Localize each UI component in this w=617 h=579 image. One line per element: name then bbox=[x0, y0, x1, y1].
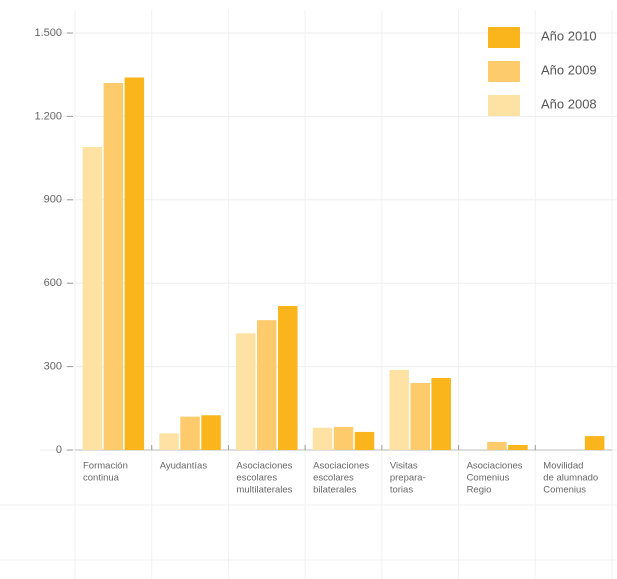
bar bbox=[584, 436, 605, 450]
bar bbox=[333, 426, 354, 450]
x-tick-label: Comenius bbox=[467, 473, 510, 484]
legend-label: Año 2008 bbox=[541, 96, 597, 111]
bar bbox=[389, 369, 409, 450]
bar bbox=[82, 146, 103, 451]
bar bbox=[159, 433, 179, 450]
x-tick-label: Asociaciones bbox=[236, 461, 292, 472]
x-tick-label: continua bbox=[83, 473, 120, 484]
x-tick-label: Movilidad bbox=[543, 461, 583, 472]
legend-swatch bbox=[488, 27, 520, 48]
x-tick-label: Comenius bbox=[543, 485, 586, 496]
bar bbox=[354, 431, 375, 450]
bar bbox=[236, 333, 256, 450]
x-tick-label: escolares bbox=[236, 473, 277, 484]
x-tick-label: prepara- bbox=[390, 473, 426, 484]
y-tick-label: 900 bbox=[44, 194, 62, 206]
x-tick-label: Formación bbox=[83, 461, 128, 472]
x-tick-label: Regio bbox=[467, 485, 492, 496]
x-tick-label: de alumnado bbox=[543, 473, 598, 484]
y-tick-label: 1.500 bbox=[34, 27, 62, 39]
legend-swatch bbox=[488, 61, 520, 82]
x-tick-label: Ayudantías bbox=[160, 461, 208, 472]
x-tick-label: torias bbox=[390, 485, 413, 496]
x-tick-label: Visitas bbox=[390, 461, 418, 472]
bar bbox=[201, 415, 221, 450]
bar bbox=[312, 427, 333, 450]
bar bbox=[431, 377, 451, 450]
legend-swatch bbox=[488, 95, 520, 116]
x-tick-label: escolares bbox=[313, 473, 354, 484]
bar bbox=[487, 441, 507, 450]
bar bbox=[278, 305, 298, 450]
bar bbox=[180, 416, 200, 450]
bar bbox=[257, 320, 277, 450]
y-tick-label: 0 bbox=[56, 444, 62, 456]
x-tick-label: multilaterales bbox=[236, 485, 292, 496]
legend-label: Año 2010 bbox=[541, 28, 597, 43]
y-tick-label: 1.200 bbox=[34, 110, 62, 122]
bar bbox=[103, 83, 124, 450]
bar bbox=[410, 383, 430, 450]
bar bbox=[124, 77, 145, 450]
y-tick-label: 300 bbox=[44, 361, 62, 373]
legend-label: Año 2009 bbox=[541, 62, 597, 77]
x-tick-label: Asociaciones bbox=[313, 461, 369, 472]
y-tick-label: 600 bbox=[44, 277, 62, 289]
x-tick-label: bilaterales bbox=[313, 485, 357, 496]
bar bbox=[508, 444, 528, 450]
x-tick-label: Asociaciones bbox=[467, 461, 523, 472]
